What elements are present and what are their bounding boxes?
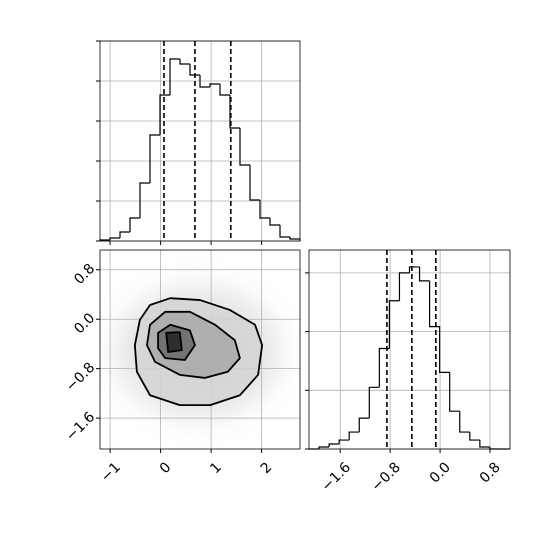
histogram-bin [119,231,130,238]
x-tick-label: 0.0 [427,459,454,486]
histogram-bin [259,200,270,219]
axes-frame [308,249,511,450]
histogram-bin [318,446,330,449]
histogram-bin [408,266,420,273]
histogram-bin [149,134,160,183]
histogram-bin [398,272,410,301]
histogram-bin [249,165,260,201]
histogram-bin [368,386,380,419]
histogram-bin [348,431,360,441]
histogram-bin [449,372,460,412]
x-tick-label: −1.6 [319,459,354,494]
y-tick-label: −0.8 [63,360,98,395]
histogram-bin [338,439,350,445]
y-tick-label: −1.6 [63,409,98,444]
histogram-bin [139,182,150,218]
y-tick-label: 0.0 [71,310,98,337]
histogram-bin [459,411,470,433]
histogram-bin [479,440,490,448]
y-tick-label: 0.8 [71,261,98,288]
histogram-bin [159,94,170,135]
histogram-bin [358,417,370,433]
histogram-bin [199,75,210,88]
axes-frame [99,249,301,450]
histogram-bin [219,84,230,96]
histogram-bin [418,266,430,282]
histogram-bin [179,59,190,65]
histogram-bin [328,443,340,448]
histogram-bin [109,237,120,240]
x-tick-label: −0.8 [369,459,404,494]
histogram-bin [169,58,180,95]
histogram-bin [378,347,390,388]
axes-frame [99,40,301,242]
contour-level [165,331,183,353]
histogram-bin [189,64,200,76]
x-tick-label: −1 [98,459,124,485]
histogram-bin [279,225,290,238]
x-tick-label: 0 [157,459,175,477]
histogram-bin [129,217,140,232]
histogram-bin [429,280,440,328]
x-tick-label: 1 [207,459,225,477]
x-tick-label: 2 [258,459,276,477]
x-tick-label: 0.8 [477,459,504,486]
histogram-bin [439,326,450,373]
histogram-bin [388,300,400,349]
histogram-bin [269,218,280,226]
histogram-bin [209,83,220,87]
histogram-bin [469,432,480,441]
histogram-bin [239,128,250,166]
histogram-bin [229,95,240,129]
histogram-bin [289,237,300,240]
